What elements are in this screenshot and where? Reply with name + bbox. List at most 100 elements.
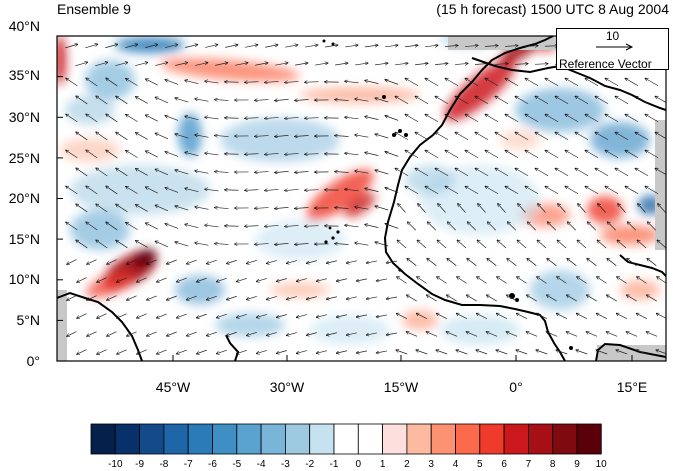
wind-vector <box>425 114 439 123</box>
wind-vector <box>316 314 327 318</box>
colorbar-tick-label: -4 <box>256 459 266 470</box>
wind-vector <box>567 258 577 266</box>
wind-vector <box>225 45 238 48</box>
anomaly-patch <box>500 130 540 150</box>
wind-vector <box>415 96 429 105</box>
wind-vector <box>365 152 379 156</box>
wind-vector <box>607 258 617 266</box>
wind-vector <box>295 63 308 66</box>
wind-vector <box>295 172 309 173</box>
anomaly-patch <box>344 192 376 218</box>
anomaly-patch <box>85 60 135 100</box>
wind-vector <box>406 295 417 302</box>
wind-vector <box>386 260 398 263</box>
wind-vector <box>385 116 399 121</box>
wind-vector <box>385 80 399 85</box>
wind-vector <box>638 204 646 213</box>
wind-vector <box>376 350 388 353</box>
wind-vector <box>87 331 97 337</box>
wind-vector <box>285 81 299 82</box>
wind-vector <box>235 63 248 66</box>
wind-vector <box>107 331 117 337</box>
wind-vector <box>617 277 627 284</box>
wind-vector <box>435 96 449 105</box>
wind-vector <box>305 226 319 227</box>
wind-vector <box>176 349 187 354</box>
wind-vector <box>236 349 247 353</box>
wind-vector <box>195 243 209 246</box>
wind-vector <box>547 222 557 231</box>
wind-vector <box>166 295 177 300</box>
wind-vector <box>585 114 599 123</box>
wind-vector <box>286 296 297 300</box>
wind-vector <box>595 132 609 141</box>
wind-vector <box>645 114 659 123</box>
wind-vector <box>596 313 608 320</box>
lon-label: 15°E <box>616 379 648 395</box>
wind-vector <box>526 295 537 302</box>
wind-vector <box>196 277 207 282</box>
wind-vector <box>226 331 237 335</box>
wind-vector <box>575 96 589 105</box>
wind-vector <box>637 277 647 284</box>
wind-vector <box>565 186 579 195</box>
wind-vector <box>356 278 368 281</box>
wind-vector <box>418 204 426 213</box>
wind-vector <box>135 97 148 104</box>
wind-vector <box>366 296 378 299</box>
wind-vector <box>386 296 398 299</box>
wind-vector <box>516 350 528 355</box>
wind-vector <box>525 114 539 123</box>
wind-vector <box>145 223 158 230</box>
wind-vector <box>306 332 317 336</box>
wind-vector <box>537 277 547 284</box>
wind-vector <box>555 96 569 105</box>
wind-vector <box>617 240 627 249</box>
anomaly-patch <box>115 37 185 53</box>
wind-vector <box>295 244 309 245</box>
wind-vector <box>185 188 199 193</box>
wind-vector <box>658 204 666 213</box>
anomaly-patch <box>160 58 300 82</box>
wind-vector <box>547 258 557 266</box>
wind-vector <box>245 45 258 48</box>
wind-vector <box>546 332 558 337</box>
wind-vector <box>185 45 198 48</box>
wind-vector <box>275 135 289 136</box>
wind-vector <box>336 350 347 353</box>
colorbar-tick-label: 9 <box>574 459 580 470</box>
wind-vector <box>127 259 137 264</box>
wind-vector <box>145 115 158 122</box>
wind-vector <box>305 154 319 155</box>
colorbar-tick-label: 5 <box>477 459 483 470</box>
wind-vector <box>215 207 229 208</box>
colorbar-tick-label: 3 <box>428 459 434 470</box>
wind-vector <box>558 204 566 213</box>
wind-vector <box>276 314 287 317</box>
wind-vector <box>295 136 309 137</box>
wind-vector <box>215 99 229 100</box>
wind-vector <box>496 313 508 320</box>
wind-vector <box>586 332 598 337</box>
wind-vector <box>645 186 659 195</box>
colorbar-tick-label: -7 <box>183 459 193 470</box>
wind-vector <box>266 332 277 335</box>
wind-vector <box>656 350 666 354</box>
wind-vector <box>566 295 577 302</box>
wind-vector <box>385 224 399 229</box>
wind-vector <box>557 240 567 249</box>
wind-vector <box>255 63 268 66</box>
wind-vector <box>336 278 347 281</box>
wind-vector <box>478 204 486 213</box>
wind-vector <box>145 187 158 194</box>
wind-vector <box>77 349 87 355</box>
wind-vector <box>455 63 468 64</box>
wind-vector <box>345 117 359 119</box>
wind-vector <box>66 78 78 87</box>
wind-vector <box>346 296 358 299</box>
lon-label: 45°W <box>155 379 191 395</box>
wind-vector <box>175 134 189 139</box>
wind-vector <box>575 168 589 177</box>
wind-vector <box>465 150 479 159</box>
wind-vector <box>86 222 98 231</box>
